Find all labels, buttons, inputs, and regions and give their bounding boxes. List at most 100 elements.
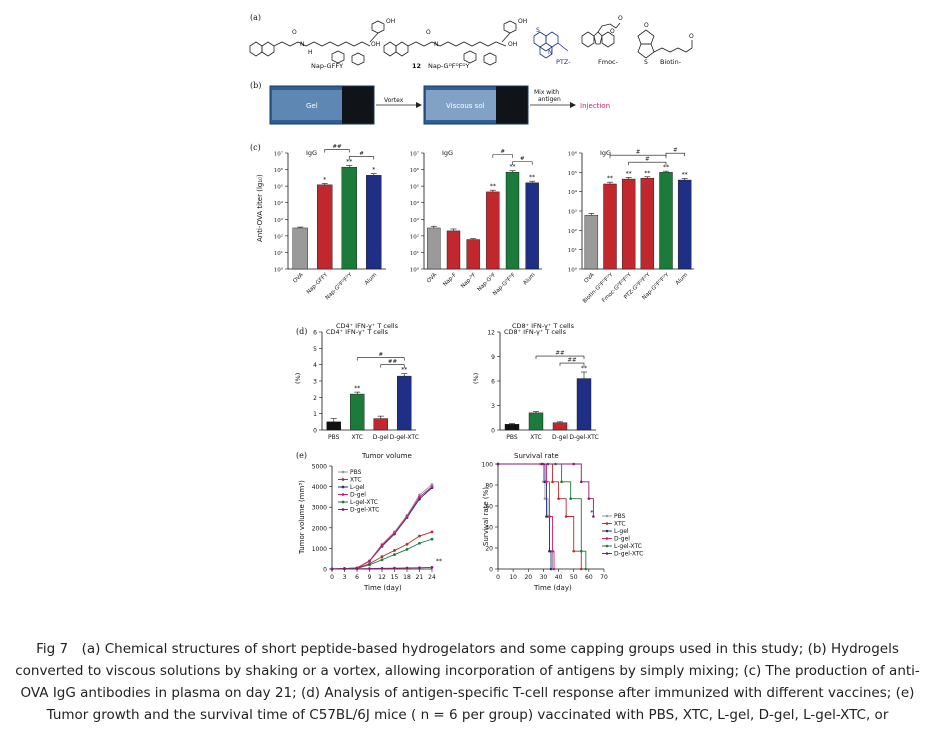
bar (677, 179, 692, 270)
significance-bracket (535, 355, 585, 360)
data-point (584, 567, 588, 571)
panel-c-ylabel: Anti-OVA titer (lg₁₀) (256, 174, 264, 242)
bar (446, 230, 461, 270)
category-label: Alum (522, 272, 536, 286)
bar (466, 239, 480, 270)
category-label: D-gel (552, 434, 568, 441)
data-point (380, 558, 384, 562)
bar (504, 424, 520, 431)
category-label: D-gel-XTC (569, 434, 598, 441)
data-point (418, 493, 421, 497)
category-label: PBS (328, 434, 340, 441)
survival-step-line (498, 463, 582, 569)
y-tick-label: 0 (323, 567, 327, 574)
charts-layer: 10⁰ 10¹ 10² 10³ 10⁴ 10⁵ 10⁶ 10⁷ IgG OVA * Nap-GFFY *… (274, 144, 694, 581)
legend-label: L-gel-XTC (614, 543, 642, 550)
significance-bracket (512, 161, 533, 165)
bar (552, 422, 568, 431)
significance-mark: ** (354, 385, 360, 392)
x-tick-label: 50 (570, 574, 578, 581)
atom-o-2: O (426, 29, 431, 36)
y-tick-label: 6 (313, 330, 317, 337)
legend-marker (605, 522, 609, 525)
data-point (579, 480, 583, 484)
chart-title: IgG (600, 149, 611, 157)
data-point (552, 567, 556, 571)
y-tick-label: 10⁶ (568, 151, 578, 158)
data-point (496, 462, 500, 466)
atom-o-6: O (689, 33, 694, 40)
y-tick-label: 5 (313, 346, 317, 353)
legend-marker (341, 470, 345, 474)
bar-chart-c-2: 10⁰ 10¹ 10² 10³ 10⁴ 10⁵ 10⁶ 10⁷ IgG OVA Nap-F Nap-ᴰ… (410, 149, 542, 297)
legend-label: L-gel (614, 528, 629, 535)
significance-mark: ** (346, 159, 352, 166)
bar-chart-d-2: 0 3 6 9 12 (%) CD8⁺ IFN-γ⁺ T cells PBS XTC D-gel *… (472, 328, 599, 441)
x-tick-label: 6 (355, 574, 359, 581)
chart-title: IgG (306, 149, 317, 157)
y-tick-label: 10⁴ (274, 200, 284, 207)
vortex-label: Vortex (384, 97, 404, 104)
category-label: Nap-ᴰF (459, 271, 477, 289)
atom-n-1: N (300, 41, 305, 48)
y-tick-label: 10³ (410, 217, 419, 224)
y-tick-label: 3000 (312, 505, 327, 512)
vial-viscous-sol (423, 85, 529, 125)
mix-arrowhead (570, 102, 576, 108)
y-tick-label: 1 (313, 411, 317, 418)
x-tick-label: 0 (330, 574, 334, 581)
legend-marker (341, 493, 345, 496)
survival-step-line (498, 463, 594, 517)
y-tick-label: 100 (482, 462, 494, 469)
bar (486, 191, 500, 270)
compound-number-12: 12 (412, 62, 421, 70)
legend-marker (605, 529, 609, 533)
bar (397, 375, 412, 431)
legend-marker (605, 537, 609, 540)
legend-label: PBS (350, 469, 362, 476)
bracket-label: # (378, 352, 383, 358)
bracket-label: ## (567, 358, 577, 364)
y-tick-label: 4000 (312, 484, 327, 491)
significance-bracket (559, 362, 585, 367)
significance-mark: ** (607, 175, 613, 182)
category-label: PBS (506, 434, 518, 441)
data-point (355, 567, 359, 571)
significance-mark: * (323, 176, 326, 183)
panel-e-right-xlabel: Time (day) (533, 584, 572, 592)
x-tick-label: 30 (540, 574, 548, 581)
data-point (549, 567, 553, 571)
biotin-structure (637, 29, 693, 59)
y-tick-label: 10⁶ (274, 167, 284, 174)
data-point (430, 537, 434, 541)
capping-name-fmoc: Fmoc- (598, 58, 619, 66)
x-tick-label: 21 (416, 574, 424, 581)
vial-gel-text: Gel (306, 102, 318, 110)
bar (621, 178, 636, 270)
legend-marker (605, 552, 609, 555)
legend-marker (341, 500, 345, 504)
y-tick-label: 0 (491, 428, 495, 435)
atom-s-2: S (644, 59, 648, 66)
legend-marker (341, 478, 345, 481)
atom-o-5: O (644, 22, 649, 29)
x-tick-label: 40 (555, 574, 563, 581)
bracket-label: # (500, 149, 505, 155)
data-point (430, 485, 434, 488)
data-point (572, 549, 576, 553)
atom-oh-2: OH (371, 41, 380, 48)
bar-chart-d-1: 0 1 2 3 4 5 6 (%) CD4⁺ IFN-γ⁺ T cells PBS ** XTC D-g… (294, 328, 419, 441)
data-point (418, 541, 421, 545)
panel-b: (b) Gel Vortex Viscous sol Mix with anti… (250, 81, 610, 125)
atom-n-2: N (434, 41, 439, 48)
y-tick-label: 10² (568, 228, 577, 235)
y-tick-label: 0 (489, 567, 493, 574)
data-point (405, 542, 409, 546)
vial-viscous-sol-text: Viscous sol (446, 102, 485, 110)
panel-c-label: (c) (250, 143, 261, 152)
bar (373, 418, 388, 431)
significance-mark: ** (490, 183, 496, 190)
y-tick-label: 10² (410, 233, 419, 240)
data-point (393, 553, 396, 556)
bar (525, 182, 539, 270)
